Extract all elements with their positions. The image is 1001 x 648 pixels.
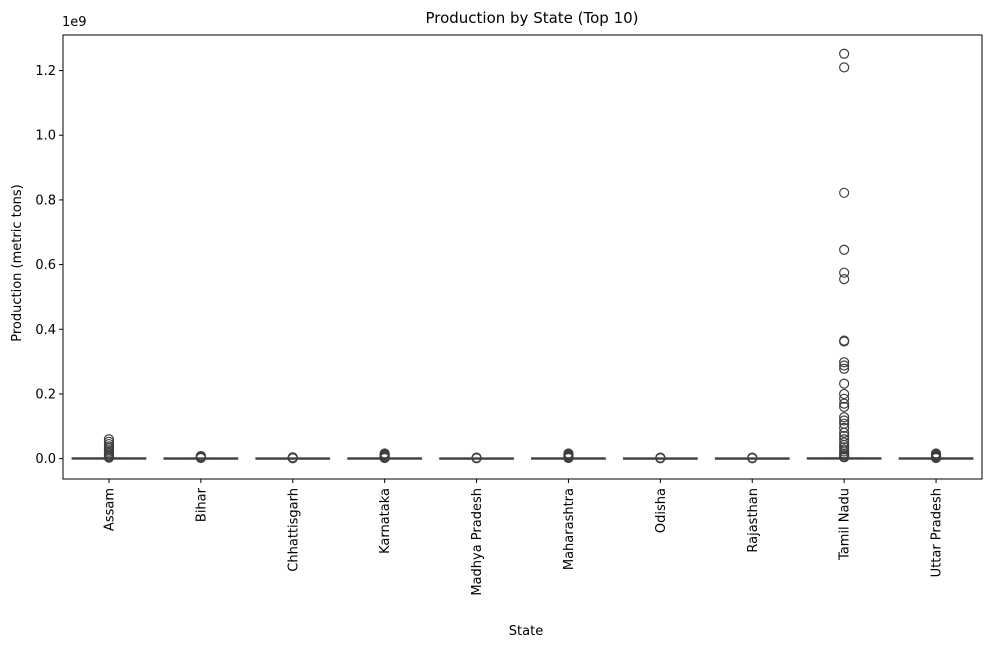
y-axis-label: Production (metric tons) — [10, 184, 25, 342]
plot-area — [71, 48, 974, 464]
box-chhattisgarh — [255, 452, 331, 464]
outlier-point — [839, 401, 850, 412]
outlier-point — [839, 427, 850, 438]
x-tick-label: Rajasthan — [746, 488, 761, 553]
outlier-point — [839, 412, 850, 423]
x-tick-label: Madhya Pradesh — [470, 488, 485, 596]
outlier-point — [839, 62, 850, 73]
box-uttar-pradesh — [898, 448, 974, 464]
outlier-point — [839, 452, 850, 463]
outlier-point — [103, 452, 115, 463]
outlier-point — [839, 48, 850, 59]
outlier-point — [379, 452, 390, 464]
x-tick-label: Karnataka — [378, 488, 393, 554]
box-maharashtra — [531, 448, 606, 464]
box-odisha — [622, 452, 698, 464]
y-tick-label: 1.2 — [35, 64, 56, 79]
outlier-point — [839, 393, 850, 404]
plot-frame — [62, 34, 983, 480]
x-tick-label: Bihar — [194, 487, 209, 522]
outlier-point — [839, 398, 850, 409]
outlier-point — [563, 452, 574, 464]
box-madhya-pradesh — [439, 452, 514, 464]
outlier-point — [839, 360, 850, 371]
outlier-point — [839, 244, 850, 255]
outlier-point — [839, 422, 850, 434]
box-bihar — [163, 450, 239, 464]
x-tick-label: Chhattisgarh — [286, 488, 301, 572]
x-axis-label: State — [509, 624, 543, 639]
outlier-point — [839, 434, 850, 445]
box-assam — [71, 434, 147, 463]
y-tick-label: 0.6 — [35, 258, 56, 273]
outlier-point — [839, 187, 850, 198]
chart-title: Production by State (Top 10) — [425, 9, 638, 27]
x-tick-label: Assam — [102, 488, 117, 531]
outlier-point — [839, 336, 850, 347]
box-tamil-nadu — [806, 48, 882, 463]
outlier-point — [839, 267, 850, 278]
box-rajasthan — [714, 452, 790, 464]
box-karnataka — [347, 448, 423, 464]
y-scale-label: 1e9 — [62, 15, 87, 30]
outlier-point — [471, 453, 482, 464]
outlier-point — [747, 453, 758, 464]
outlier-point — [839, 357, 850, 368]
x-tick-label: Tamil Nadu — [838, 488, 853, 561]
outlier-point — [287, 453, 298, 464]
y-tick-label: 0.8 — [35, 193, 56, 208]
outlier-point — [195, 452, 206, 464]
y-tick-label: 1.0 — [35, 129, 56, 144]
outlier-point — [839, 363, 850, 374]
outlier-point — [839, 388, 850, 400]
x-tick-label: Uttar Pradesh — [930, 488, 945, 577]
x-tick-label: Maharashtra — [562, 488, 577, 570]
outlier-point — [839, 415, 850, 426]
outlier-point — [839, 274, 850, 285]
x-tick-label: Odisha — [654, 488, 669, 533]
outlier-point — [655, 453, 666, 464]
outlier-point — [839, 378, 850, 389]
outlier-point — [930, 452, 942, 464]
y-tick-label: 0.4 — [35, 323, 56, 338]
y-tick-label: 0.0 — [35, 452, 56, 467]
y-tick-label: 0.2 — [35, 387, 56, 402]
